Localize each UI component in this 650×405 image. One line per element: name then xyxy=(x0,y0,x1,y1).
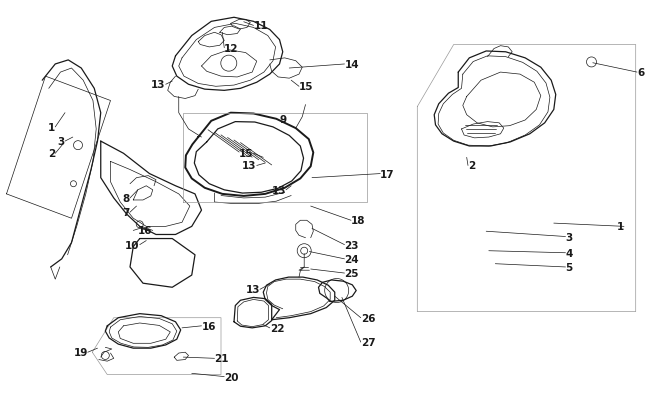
Text: 9: 9 xyxy=(280,115,287,124)
Text: 2: 2 xyxy=(468,161,475,171)
Text: 3: 3 xyxy=(566,232,573,242)
Text: 11: 11 xyxy=(254,21,268,31)
Text: 3: 3 xyxy=(58,137,65,147)
Text: 4: 4 xyxy=(566,248,573,258)
Text: 22: 22 xyxy=(270,323,284,333)
Text: 7: 7 xyxy=(123,208,130,217)
Text: 1: 1 xyxy=(617,222,624,232)
Text: 27: 27 xyxy=(361,337,376,347)
Text: 2: 2 xyxy=(48,149,55,159)
Text: 16: 16 xyxy=(202,321,216,331)
Text: 15: 15 xyxy=(299,82,313,92)
Text: 26: 26 xyxy=(361,313,375,323)
Text: 15: 15 xyxy=(239,149,254,159)
Text: 1: 1 xyxy=(48,123,55,132)
Text: 17: 17 xyxy=(380,169,395,179)
Text: 13: 13 xyxy=(242,161,257,171)
Text: 13: 13 xyxy=(272,185,286,195)
Text: 19: 19 xyxy=(73,347,88,357)
Text: 18: 18 xyxy=(351,216,365,226)
Text: 24: 24 xyxy=(344,254,359,264)
Text: 8: 8 xyxy=(123,194,130,203)
Text: 21: 21 xyxy=(214,354,229,363)
Text: 13: 13 xyxy=(151,80,166,90)
Text: 20: 20 xyxy=(224,372,239,382)
Text: 25: 25 xyxy=(344,269,359,278)
Text: 5: 5 xyxy=(566,262,573,272)
Text: 12: 12 xyxy=(224,44,239,53)
Text: 14: 14 xyxy=(344,60,359,70)
Text: 10: 10 xyxy=(125,240,140,250)
Text: 23: 23 xyxy=(344,240,359,250)
Text: 16: 16 xyxy=(138,226,153,236)
Text: 13: 13 xyxy=(246,285,260,294)
Text: 6: 6 xyxy=(637,68,644,78)
